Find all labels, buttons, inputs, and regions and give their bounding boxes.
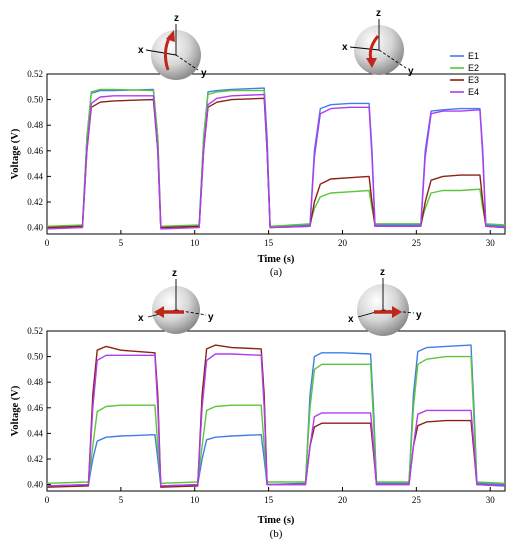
y-axis-letter: y bbox=[416, 310, 422, 321]
x-tick-label: 5 bbox=[119, 238, 124, 248]
x-axis-letter: x bbox=[348, 314, 354, 325]
x-tick-label: 0 bbox=[45, 495, 50, 505]
x-tick-label: 10 bbox=[190, 238, 200, 248]
y-tick-label: 0.46 bbox=[27, 146, 43, 156]
y-axis-letter: y bbox=[408, 66, 414, 77]
y-tick-label: 0.48 bbox=[27, 120, 43, 130]
x-tick-label: 15 bbox=[264, 238, 274, 248]
plot-frame-a bbox=[46, 73, 506, 235]
legend-item-e2: E2 bbox=[450, 63, 479, 73]
x-tick-label: 30 bbox=[486, 495, 496, 505]
series-line-e2 bbox=[46, 355, 506, 484]
series-line-e4 bbox=[46, 353, 506, 487]
series-line-e1 bbox=[46, 344, 506, 487]
series-a bbox=[46, 87, 506, 230]
legend-label-e3: E3 bbox=[468, 75, 479, 85]
x-axis-letter: x bbox=[342, 42, 348, 53]
z-axis-letter: z bbox=[380, 267, 385, 278]
legend-item-e3: E3 bbox=[450, 75, 479, 85]
orientation-sphere-b2: z x y bbox=[348, 267, 422, 336]
y-tick-label: 0.52 bbox=[27, 69, 43, 79]
y-tick-label: 0.42 bbox=[27, 197, 43, 207]
y-tick-label: 0.44 bbox=[27, 428, 43, 438]
y-axis-letter: y bbox=[208, 312, 214, 323]
x-axis-letter: x bbox=[138, 45, 144, 56]
y-tick-label: 0.50 bbox=[27, 95, 43, 105]
z-axis-letter: z bbox=[174, 13, 179, 24]
y-axis-line bbox=[378, 49, 407, 69]
legend-label-e4: E4 bbox=[468, 87, 479, 97]
x-ticks-b: 0 5 10 15 20 25 30 bbox=[45, 487, 495, 505]
z-axis-letter: z bbox=[376, 8, 381, 19]
x-tick-label: 20 bbox=[338, 238, 348, 248]
x-ticks-a: 0 5 10 15 20 25 30 bbox=[45, 230, 495, 248]
y-tick-label: 0.42 bbox=[27, 454, 43, 464]
y-tick-label: 0.46 bbox=[27, 403, 43, 413]
x-axis-label-a: Time (s) bbox=[258, 254, 295, 265]
panel-a: 0.40 0.42 0.44 0.46 0.48 0.50 0.52 0 5 10 15 20 25 3… bbox=[10, 8, 506, 278]
series-b bbox=[46, 344, 506, 488]
rotation-arrow-icon bbox=[368, 35, 380, 61]
y-tick-label: 0.52 bbox=[27, 326, 43, 336]
y-tick-label: 0.44 bbox=[27, 171, 43, 181]
legend-item-e1: E1 bbox=[450, 51, 479, 61]
x-tick-label: 20 bbox=[338, 495, 348, 505]
orientation-sphere-a2: z x y bbox=[342, 8, 414, 77]
caption-b: (b) bbox=[270, 528, 283, 540]
legend-label-e1: E1 bbox=[468, 51, 479, 61]
x-axis-label-b: Time (s) bbox=[258, 515, 295, 526]
y-tick-label: 0.48 bbox=[27, 377, 43, 387]
caption-a: (a) bbox=[270, 266, 283, 278]
series-line-e3 bbox=[46, 344, 506, 488]
y-axis-letter: y bbox=[201, 68, 207, 79]
series-line-e1 bbox=[46, 87, 506, 229]
arrow-head-icon bbox=[392, 306, 402, 318]
x-tick-label: 15 bbox=[264, 495, 274, 505]
z-axis-letter: z bbox=[172, 268, 177, 279]
x-axis-line bbox=[349, 46, 380, 51]
arrow-head-icon bbox=[166, 30, 175, 42]
orientation-sphere-b1: z x y bbox=[138, 268, 214, 334]
legend-label-e2: E2 bbox=[468, 63, 479, 73]
x-tick-label: 25 bbox=[412, 495, 422, 505]
legend-item-e4: E4 bbox=[450, 87, 479, 97]
y-axis-line bbox=[175, 54, 199, 71]
x-axis-line bbox=[145, 49, 177, 56]
x-tick-label: 5 bbox=[119, 495, 124, 505]
y-ticks-b: 0.40 0.42 0.44 0.46 0.48 0.50 0.52 bbox=[27, 326, 51, 490]
legend: E1 E2 E3 E4 bbox=[450, 51, 479, 97]
y-tick-label: 0.40 bbox=[27, 223, 43, 233]
series-line-e2 bbox=[46, 88, 506, 227]
x-tick-label: 30 bbox=[486, 238, 496, 248]
x-tick-label: 0 bbox=[45, 238, 50, 248]
x-tick-label: 10 bbox=[190, 495, 200, 505]
orientation-sphere-a1: z x y bbox=[138, 13, 207, 80]
arrow-head-icon bbox=[366, 58, 377, 68]
y-axis-label-a: Voltage (V) bbox=[10, 128, 21, 179]
plot-frame-b bbox=[46, 330, 506, 492]
arrow-head-icon bbox=[154, 306, 164, 318]
series-line-e4 bbox=[46, 93, 506, 230]
panel-b: 0.40 0.42 0.44 0.46 0.48 0.50 0.52 0 5 10 15 20 25 3… bbox=[10, 267, 506, 540]
series-line-e3 bbox=[46, 97, 506, 229]
y-tick-label: 0.50 bbox=[27, 352, 43, 362]
y-tick-label: 0.40 bbox=[27, 480, 43, 490]
x-tick-label: 25 bbox=[412, 238, 422, 248]
x-axis-letter: x bbox=[138, 313, 144, 324]
y-axis-label-b: Voltage (V) bbox=[10, 385, 21, 436]
y-ticks-a: 0.40 0.42 0.44 0.46 0.48 0.50 0.52 bbox=[27, 69, 51, 233]
